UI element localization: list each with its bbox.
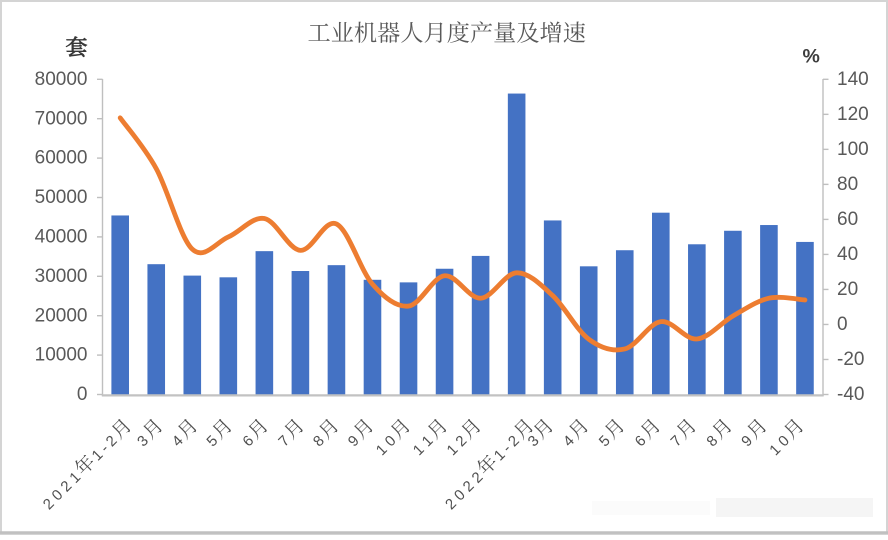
svg-text:70000: 70000	[35, 108, 88, 129]
svg-text:30000: 30000	[35, 266, 88, 287]
svg-text:%: %	[803, 46, 820, 68]
svg-text:60: 60	[837, 209, 858, 230]
svg-text:20000: 20000	[35, 305, 88, 326]
svg-text:80000: 80000	[35, 69, 88, 90]
svg-text:120: 120	[837, 104, 869, 125]
svg-text:50000: 50000	[35, 187, 88, 208]
svg-text:20: 20	[837, 279, 858, 300]
svg-text:-40: -40	[837, 384, 864, 405]
svg-text:80: 80	[837, 174, 858, 195]
svg-text:10000: 10000	[35, 345, 88, 366]
svg-text:140: 140	[837, 69, 869, 90]
svg-text:40000: 40000	[35, 227, 88, 248]
svg-text:60000: 60000	[35, 148, 88, 169]
svg-text:-20: -20	[837, 349, 864, 370]
svg-text:100: 100	[837, 139, 869, 160]
svg-text:0: 0	[837, 314, 848, 335]
svg-text:40: 40	[837, 244, 858, 265]
svg-text:0: 0	[77, 384, 88, 405]
